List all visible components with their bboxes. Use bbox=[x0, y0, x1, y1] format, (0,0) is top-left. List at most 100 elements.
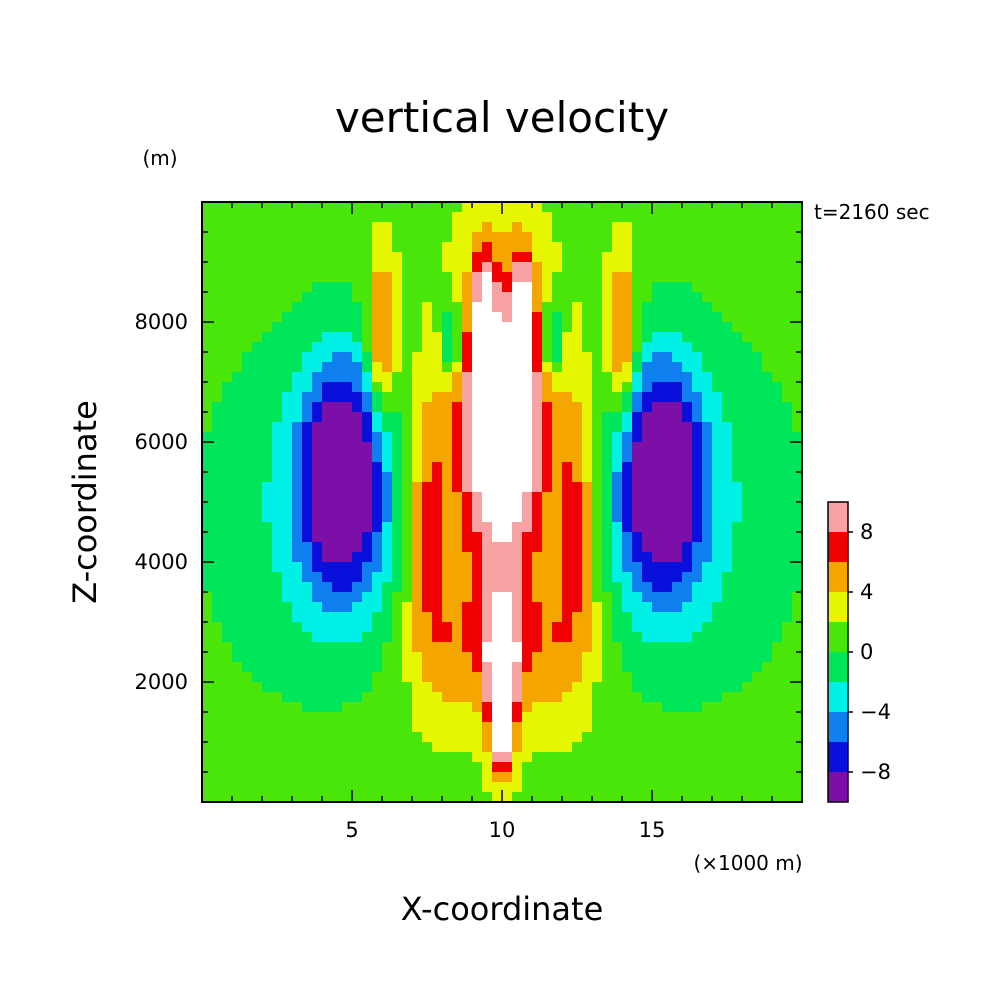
contour-cell bbox=[512, 492, 523, 503]
contour-cell bbox=[592, 612, 603, 623]
contour-cell bbox=[382, 782, 393, 793]
contour-cell bbox=[312, 202, 323, 213]
contour-cell bbox=[662, 462, 673, 473]
contour-cell bbox=[332, 492, 343, 503]
contour-cell bbox=[442, 632, 453, 643]
contour-cell bbox=[332, 782, 343, 793]
contour-cell bbox=[332, 332, 343, 343]
contour-cell bbox=[572, 312, 583, 323]
contour-cell bbox=[552, 422, 563, 433]
contour-cell bbox=[432, 602, 443, 613]
contour-cell bbox=[242, 762, 253, 773]
contour-cell bbox=[222, 562, 233, 573]
contour-cell bbox=[502, 202, 513, 213]
contour-cell bbox=[462, 322, 473, 333]
contour-cell bbox=[202, 642, 213, 653]
contour-cell bbox=[402, 232, 413, 243]
contour-cell bbox=[482, 712, 493, 723]
contour-cell bbox=[542, 692, 553, 703]
contour-cell bbox=[762, 402, 773, 413]
contour-cell bbox=[652, 272, 663, 283]
contour-cell bbox=[602, 272, 613, 283]
plot-area bbox=[202, 202, 802, 802]
contour-cell bbox=[682, 662, 693, 673]
contour-cell bbox=[502, 362, 513, 373]
contour-cell bbox=[492, 562, 503, 573]
contour-cell bbox=[362, 502, 373, 513]
contour-cell bbox=[712, 762, 723, 773]
contour-cell bbox=[352, 242, 363, 253]
contour-cell bbox=[482, 232, 493, 243]
contour-cell bbox=[372, 672, 383, 683]
contour-cell bbox=[522, 392, 533, 403]
contour-cell bbox=[372, 342, 383, 353]
contour-cell bbox=[752, 612, 763, 623]
contour-cell bbox=[692, 762, 703, 773]
contour-cell bbox=[252, 682, 263, 693]
contour-cell bbox=[642, 462, 653, 473]
contour-cell bbox=[352, 342, 363, 353]
contour-cell bbox=[562, 262, 573, 273]
contour-cell bbox=[492, 752, 503, 763]
contour-cell bbox=[332, 752, 343, 763]
contour-cell bbox=[792, 622, 802, 633]
contour-cell bbox=[722, 232, 733, 243]
contour-cell bbox=[742, 282, 753, 293]
contour-cell bbox=[652, 692, 663, 703]
contour-cell bbox=[542, 642, 553, 653]
contour-cell bbox=[262, 442, 273, 453]
contour-cell bbox=[662, 352, 673, 363]
contour-cell bbox=[472, 422, 483, 433]
contour-cell bbox=[582, 372, 593, 383]
contour-cell bbox=[392, 772, 403, 783]
contour-cell bbox=[702, 612, 713, 623]
contour-cell bbox=[622, 272, 633, 283]
contour-cell bbox=[792, 222, 802, 233]
contour-cell bbox=[552, 372, 563, 383]
contour-cell bbox=[362, 232, 373, 243]
contour-cell bbox=[202, 202, 213, 213]
contour-cell bbox=[682, 512, 693, 523]
contour-cell bbox=[712, 712, 723, 723]
contour-cell bbox=[412, 752, 423, 763]
contour-cell bbox=[552, 642, 563, 653]
contour-cell bbox=[742, 552, 753, 563]
contour-cell bbox=[282, 362, 293, 373]
contour-cell bbox=[782, 212, 793, 223]
contour-cell bbox=[292, 422, 303, 433]
contour-cell bbox=[452, 622, 463, 633]
contour-cell bbox=[592, 432, 603, 443]
contour-cell bbox=[362, 562, 373, 573]
contour-cell bbox=[502, 322, 513, 333]
contour-cell bbox=[522, 682, 533, 693]
contour-cell bbox=[262, 272, 273, 283]
contour-cell bbox=[782, 562, 793, 573]
contour-cell bbox=[352, 402, 363, 413]
contour-cell bbox=[722, 662, 733, 673]
contour-cell bbox=[232, 512, 243, 523]
contour-cell bbox=[342, 752, 353, 763]
contour-cell bbox=[282, 672, 293, 683]
contour-cell bbox=[652, 312, 663, 323]
contour-cell bbox=[782, 452, 793, 463]
contour-cell bbox=[412, 212, 423, 223]
contour-cell bbox=[242, 372, 253, 383]
contour-cell bbox=[532, 252, 543, 263]
contour-cell bbox=[252, 452, 263, 463]
contour-cell bbox=[372, 272, 383, 283]
contour-cell bbox=[392, 492, 403, 503]
contour-cell bbox=[352, 772, 363, 783]
contour-cell bbox=[222, 342, 233, 353]
contour-cell bbox=[502, 252, 513, 263]
contour-cell bbox=[682, 372, 693, 383]
contour-cell bbox=[382, 272, 393, 283]
contour-cell bbox=[232, 252, 243, 263]
contour-cell bbox=[792, 712, 802, 723]
contour-cell bbox=[622, 632, 633, 643]
contour-cell bbox=[742, 382, 753, 393]
colorbar-swatch bbox=[828, 772, 848, 802]
contour-cell bbox=[792, 302, 802, 313]
contour-cell bbox=[462, 562, 473, 573]
contour-cell bbox=[672, 572, 683, 583]
contour-cell bbox=[652, 562, 663, 573]
